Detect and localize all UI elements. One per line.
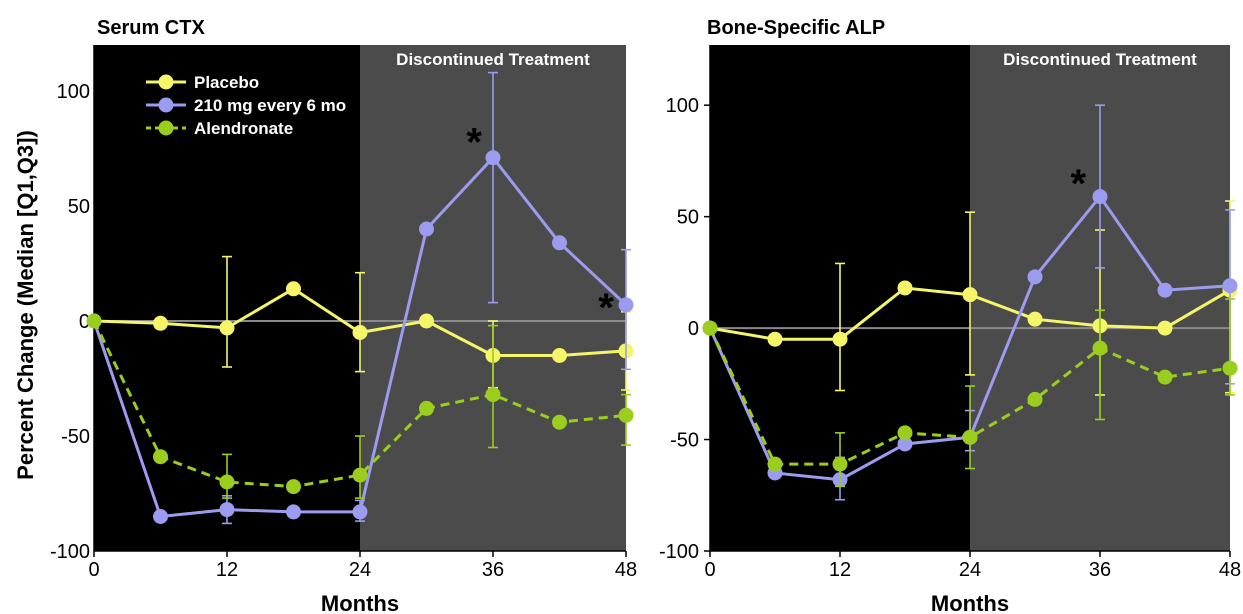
legend-label-0: Placebo <box>194 73 259 92</box>
p1-data-point <box>897 436 913 452</box>
p1-y-tick-label: -50 <box>670 430 699 452</box>
p1-data-point <box>1092 340 1108 356</box>
p1-y-tick-label: -100 <box>659 541 699 563</box>
p0-data-point <box>219 474 235 490</box>
p1-data-point <box>832 456 848 472</box>
p1-data-point <box>1222 278 1238 294</box>
legend-marker-2 <box>158 120 174 136</box>
p0-data-point <box>153 315 168 331</box>
p0-significance-star: * <box>466 121 482 165</box>
p1-data-point <box>897 425 913 441</box>
p0-data-point <box>552 348 567 363</box>
p1-x-axis-label: Months <box>931 591 1009 614</box>
p1-data-point <box>962 429 978 445</box>
p0-x-tick-label: 12 <box>216 559 238 581</box>
p0-data-point <box>286 281 301 297</box>
p1-data-point <box>1027 311 1043 327</box>
p0-x-tick-label: 36 <box>482 559 504 581</box>
p0-series-2 <box>86 313 634 499</box>
p1-data-point <box>1157 320 1173 336</box>
p0-y-tick-label: -100 <box>50 541 90 563</box>
p0-data-point <box>219 502 235 518</box>
p1-data-point <box>962 287 978 303</box>
bone-alp-panel: Discontinued Treatment Bone-Specific ALP -… <box>659 17 1241 614</box>
p0-data-point <box>86 313 102 329</box>
legend-label-1: 210 mg every 6 mo <box>194 96 346 115</box>
p1-chart-title: Bone-Specific ALP <box>707 17 885 39</box>
p1-discontinued-label: Discontinued Treatment <box>1003 50 1197 69</box>
legend-marker-0 <box>158 74 174 90</box>
p1-data-point <box>832 331 848 347</box>
p1-data-point <box>1027 391 1043 407</box>
p1-x-tick-label: 12 <box>829 559 851 581</box>
p1-data-point <box>1157 369 1173 385</box>
p0-significance-star: * <box>598 286 614 330</box>
p0-data-point <box>618 297 634 313</box>
p1-y-tick-label: 50 <box>677 207 699 229</box>
p0-x-tick-label: 0 <box>88 559 99 581</box>
p0-y-tick-label: 100 <box>57 81 90 103</box>
p0-x-tick-label: 48 <box>615 559 637 581</box>
p0-data-point <box>552 235 567 251</box>
p0-data-point <box>352 325 368 340</box>
p0-data-point <box>352 467 368 483</box>
p1-significance-star: * <box>1071 162 1087 206</box>
p0-data-point <box>419 400 434 416</box>
p0-y-tick-label: 0 <box>79 311 90 333</box>
p0-data-point <box>552 414 567 430</box>
p0-chart-title: Serum CTX <box>97 17 205 39</box>
p1-data-point <box>702 320 718 336</box>
p1-x-tick-label: 36 <box>1089 559 1111 581</box>
p0-data-point <box>153 449 168 465</box>
p1-x-tick-label: 24 <box>959 559 981 581</box>
p1-data-point <box>767 456 783 472</box>
p1-x-tick-label: 0 <box>704 559 715 581</box>
p0-discontinued-label: Discontinued Treatment <box>396 50 590 69</box>
legend-marker-1 <box>158 97 174 113</box>
p0-x-axis-label: Months <box>321 591 399 614</box>
p1-data-point <box>1157 282 1173 298</box>
p0-x-tick-label: 24 <box>349 559 371 581</box>
legend: Placebo 210 mg every 6 mo Alendronate <box>146 73 346 138</box>
p1-y-tick-label: 100 <box>666 95 699 117</box>
p0-data-point <box>352 504 368 520</box>
p0-data-point <box>485 387 501 403</box>
legend-label-2: Alendronate <box>194 119 293 138</box>
p0-data-point <box>419 313 434 329</box>
p0-data-point <box>219 320 235 336</box>
p1-series-2 <box>702 298 1238 488</box>
p1-y-tick-label: 0 <box>688 318 699 340</box>
p0-data-point <box>153 509 168 524</box>
p0-data-point <box>485 150 501 166</box>
p1-data-point <box>1222 360 1238 376</box>
p0-data-point <box>286 504 301 520</box>
p1-data-point <box>897 280 913 296</box>
p1-x-tick-label: 48 <box>1219 559 1241 581</box>
p0-data-point <box>618 407 634 423</box>
p0-data-point <box>419 221 434 237</box>
serum-ctx-panel: Discontinued Treatment Serum CTX -100 -50 0 5… <box>50 17 637 614</box>
shared-y-axis-label: Percent Change (Median [Q1,Q3]) <box>13 130 38 480</box>
p1-data-point <box>1027 269 1043 285</box>
p1-data-point <box>1092 189 1108 205</box>
p0-data-point <box>286 479 301 495</box>
p1-data-point <box>767 331 783 347</box>
p0-y-tick-label: -50 <box>61 426 90 448</box>
p0-y-tick-label: 50 <box>68 196 90 218</box>
